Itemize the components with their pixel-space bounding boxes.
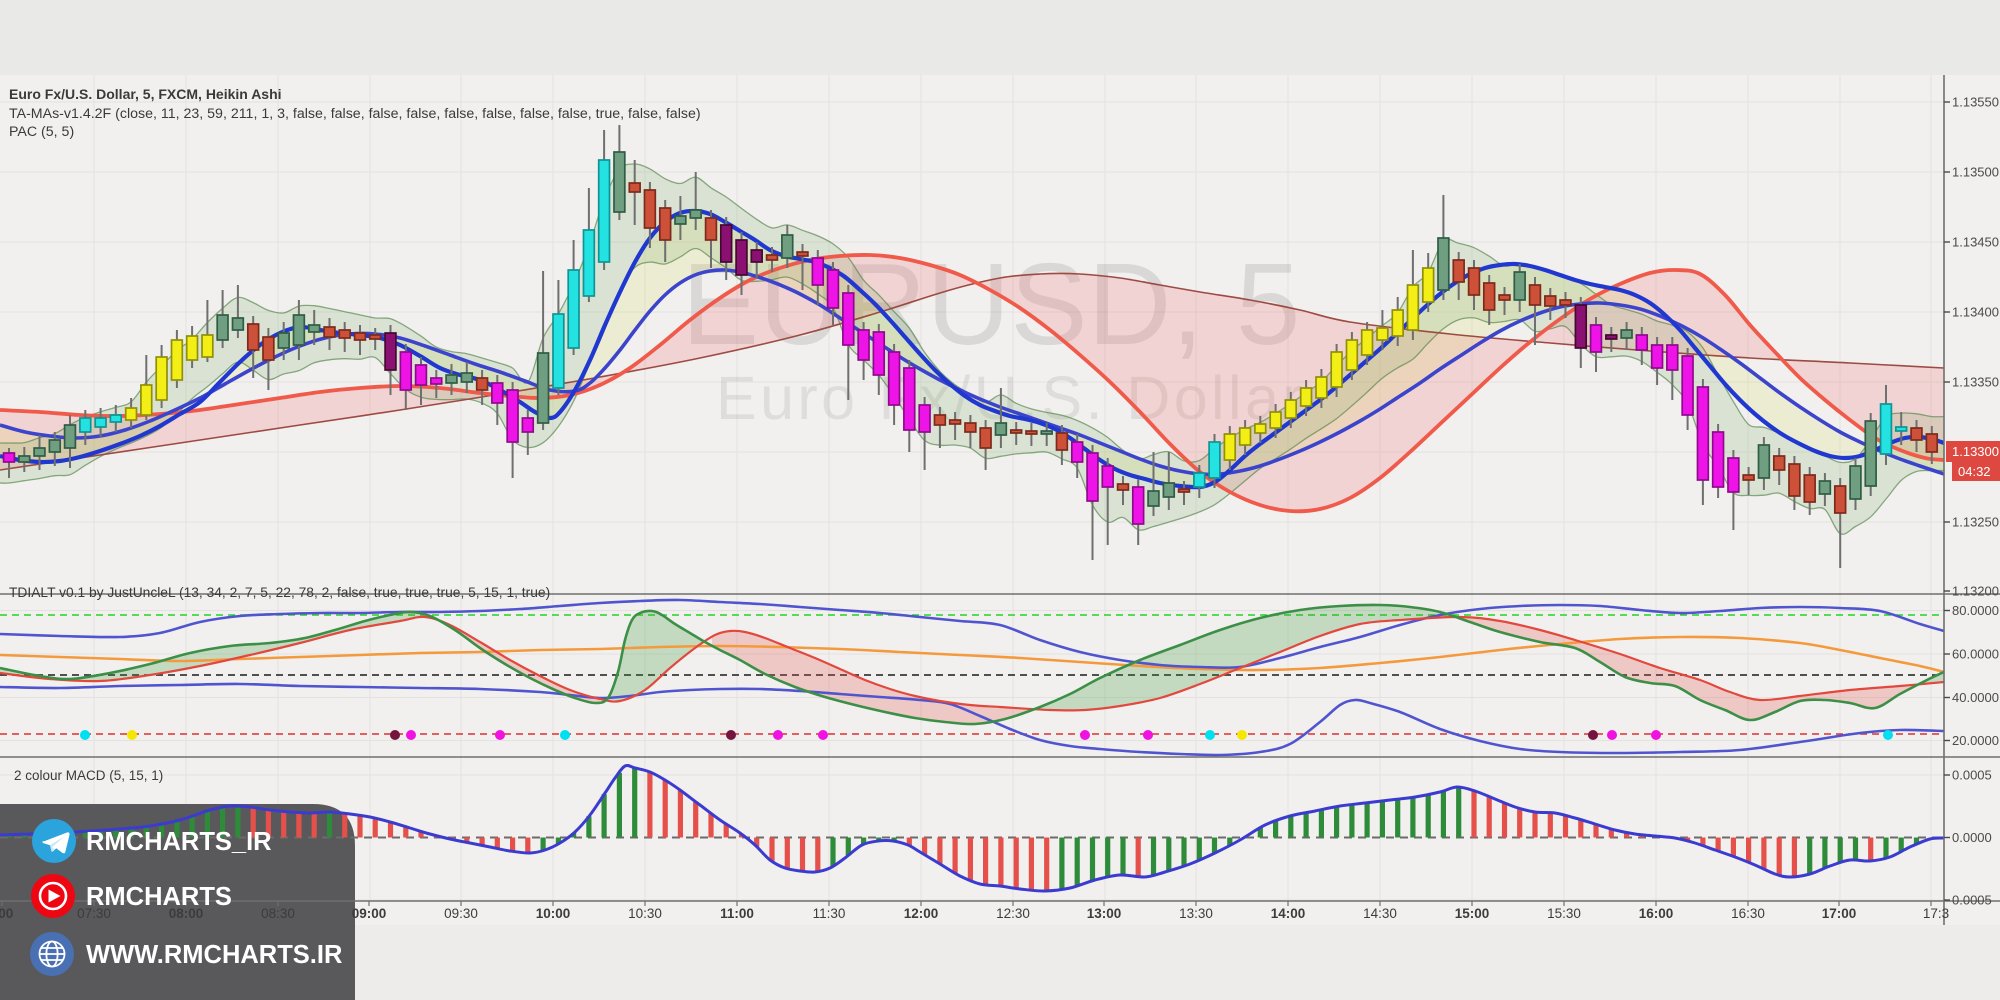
svg-text:12:00: 12:00 xyxy=(904,906,939,921)
svg-text:15:00: 15:00 xyxy=(1455,906,1490,921)
svg-text:1.13200: 1.13200 xyxy=(1952,584,1999,599)
svg-text:10:30: 10:30 xyxy=(628,906,662,921)
svg-text:Euro Fx/U.S. Dollar, 5, FXCM,: Euro Fx/U.S. Dollar, 5, FXCM, Heikin Ash… xyxy=(9,86,282,102)
svg-text:1.13500: 1.13500 xyxy=(1952,165,1999,180)
svg-text:RMCHARTS: RMCHARTS xyxy=(86,883,232,911)
svg-text:11:00: 11:00 xyxy=(720,906,754,921)
svg-text:TDIALT v0.1 by JustUncleL (13,: TDIALT v0.1 by JustUncleL (13, 34, 2, 7,… xyxy=(9,585,550,600)
svg-text:16:00: 16:00 xyxy=(1639,906,1674,921)
svg-text:1.13250: 1.13250 xyxy=(1952,515,1999,530)
svg-text:EURUSD, 5: EURUSD, 5 xyxy=(682,239,1301,369)
svg-text:15:30: 15:30 xyxy=(1547,906,1581,921)
svg-text:09:00: 09:00 xyxy=(352,906,387,921)
svg-text:0.0005: 0.0005 xyxy=(1952,893,1992,908)
svg-text:09:30: 09:30 xyxy=(444,906,478,921)
svg-text:13:30: 13:30 xyxy=(1179,906,1213,921)
svg-text:RMCHARTS_IR: RMCHARTS_IR xyxy=(86,828,272,856)
svg-text:1.13300: 1.13300 xyxy=(1952,444,1999,459)
svg-text:14:00: 14:00 xyxy=(1271,906,1306,921)
svg-text:04:32: 04:32 xyxy=(1958,464,1991,479)
svg-text:07:30: 07:30 xyxy=(77,906,111,921)
svg-text:60.0000: 60.0000 xyxy=(1952,647,1999,662)
svg-text:17:3: 17:3 xyxy=(1923,906,1949,921)
svg-text:1.13550: 1.13550 xyxy=(1952,95,1999,110)
svg-text:1.13400: 1.13400 xyxy=(1952,305,1999,320)
svg-text:16:30: 16:30 xyxy=(1731,906,1765,921)
svg-text:10:00: 10:00 xyxy=(536,906,571,921)
svg-text:17:00: 17:00 xyxy=(1822,906,1857,921)
svg-text:1.13450: 1.13450 xyxy=(1952,235,1999,250)
svg-text:80.0000: 80.0000 xyxy=(1952,603,1999,618)
svg-text:11:30: 11:30 xyxy=(813,906,846,921)
svg-text:08:00: 08:00 xyxy=(169,906,204,921)
svg-text:Euro Fx/U.S. Dollar: Euro Fx/U.S. Dollar xyxy=(716,364,1306,432)
svg-text:0.0005: 0.0005 xyxy=(1952,768,1992,783)
svg-text:PAC (5, 5): PAC (5, 5) xyxy=(9,124,74,140)
svg-text:14:30: 14:30 xyxy=(1363,906,1397,921)
svg-text:20.0000: 20.0000 xyxy=(1952,733,1999,748)
svg-text:07:00: 07:00 xyxy=(0,906,13,921)
svg-text:1.13350: 1.13350 xyxy=(1952,375,1999,390)
svg-text:2 colour MACD (5, 15, 1): 2 colour MACD (5, 15, 1) xyxy=(14,768,163,783)
svg-text:WWW.RMCHARTS.IR: WWW.RMCHARTS.IR xyxy=(86,941,342,969)
svg-text:0.0000: 0.0000 xyxy=(1952,830,1992,845)
svg-text:12:30: 12:30 xyxy=(996,906,1030,921)
svg-text:40.0000: 40.0000 xyxy=(1952,690,1999,705)
svg-text:08:30: 08:30 xyxy=(261,906,295,921)
svg-text:13:00: 13:00 xyxy=(1087,906,1122,921)
svg-text:TA-MAs-v1.4.2F (close, 11, 23,: TA-MAs-v1.4.2F (close, 11, 23, 59, 211, … xyxy=(9,106,701,122)
